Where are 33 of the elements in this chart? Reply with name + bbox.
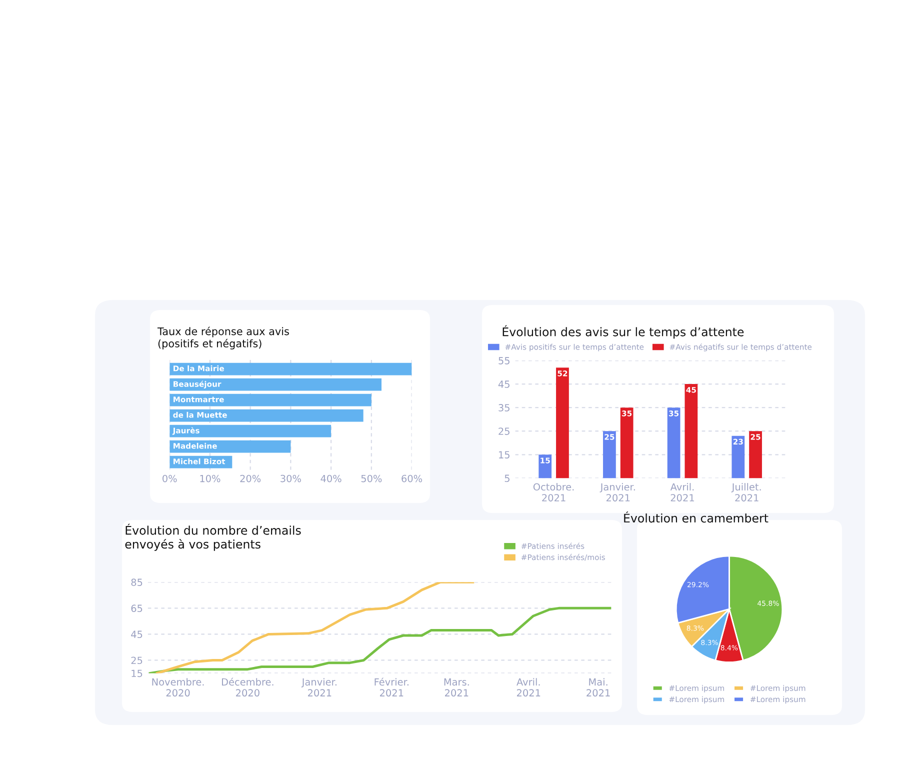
x-tick-label: Mai. 2021 [586, 678, 610, 697]
y-tick-label: 15 [132, 670, 142, 678]
chart-title: Évolution en camembert [624, 512, 768, 523]
y-tick-label: 55 [498, 357, 510, 364]
x-tick-label: 20% [240, 474, 261, 482]
x-tick-label: Avril. 2021 [670, 483, 694, 502]
x-tick-label: Mars. 2021 [444, 678, 469, 697]
y-tick-label: 5 [504, 474, 510, 482]
y-tick-label: 65 [131, 604, 142, 612]
x-tick-label: Novembre. 2020 [152, 678, 204, 697]
y-tick-label: 35 [498, 404, 510, 412]
x-tick-label: Janvier. 2021 [301, 678, 336, 697]
x-tick-label: Juillet. 2021 [731, 483, 761, 502]
y-tick-label: 25 [498, 428, 510, 435]
x-tick-label: 30% [280, 474, 301, 482]
x-tick-label: Avril. 2021 [516, 678, 540, 697]
x-tick-label: 60% [402, 474, 422, 482]
y-tick-label: 45 [498, 380, 510, 388]
chart-title: Évolution des avis sur le temps d’attente [502, 325, 744, 339]
y-tick-label: 85 [131, 578, 142, 586]
x-tick-label: 40% [320, 474, 342, 482]
y-tick-label: 45 [131, 630, 142, 638]
x-tick-label: 0% [162, 474, 177, 482]
chart-title: Taux de réponse aux avis (positifs et négatifs) [157, 326, 289, 350]
x-tick-label: 50% [361, 474, 382, 482]
x-tick-label: 10% [200, 474, 220, 482]
x-tick-label: Février. 2021 [374, 678, 408, 697]
y-tick-label: 25 [131, 656, 142, 664]
chart-title: Évolution du nombre d’emails envoyés à vos patients [125, 524, 301, 551]
y-tick-label: 15 [499, 451, 510, 458]
x-tick-label: Janvier. 2021 [600, 483, 635, 502]
x-tick-label: Décembre. 2020 [222, 678, 274, 697]
x-tick-label: Octobre. 2021 [533, 483, 574, 502]
